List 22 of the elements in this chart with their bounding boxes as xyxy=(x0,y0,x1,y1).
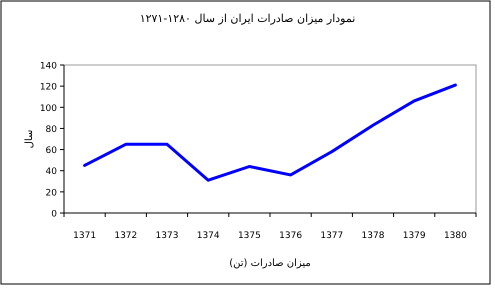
y-tick-label: 60 xyxy=(46,146,58,156)
line-series xyxy=(83,84,457,182)
x-tick-label: 1373 xyxy=(156,231,178,241)
x-tick-label: 1377 xyxy=(320,231,344,241)
x-tick-label: 1376 xyxy=(279,231,302,241)
y-tick-label: 40 xyxy=(46,167,58,178)
x-tick-label: 1372 xyxy=(114,231,138,241)
x-tick-label: 1374 xyxy=(196,231,220,241)
x-tick-label: 1380 xyxy=(444,231,468,241)
x-tick-label: 1371 xyxy=(73,231,96,241)
y-tick-label: 0 xyxy=(51,210,58,220)
y-tick-label: 140 xyxy=(40,62,58,72)
y-tick-label: 80 xyxy=(46,124,58,135)
y-axis-title: سال xyxy=(24,130,35,148)
x-tick-label: 1378 xyxy=(362,231,385,241)
chart-title: نمودار میزان صادرات ایران از سال ۱۲۸۰-۱۲۷۱ xyxy=(140,12,356,25)
x-tick-label: 1375 xyxy=(238,231,261,241)
x-axis-title: میزان صادرات (تن) xyxy=(229,258,311,269)
x-tick-label: 1379 xyxy=(402,231,426,241)
y-tick-label: 100 xyxy=(40,104,58,114)
y-tick-label: 120 xyxy=(40,82,58,93)
y-tick-label: 20 xyxy=(46,188,58,198)
